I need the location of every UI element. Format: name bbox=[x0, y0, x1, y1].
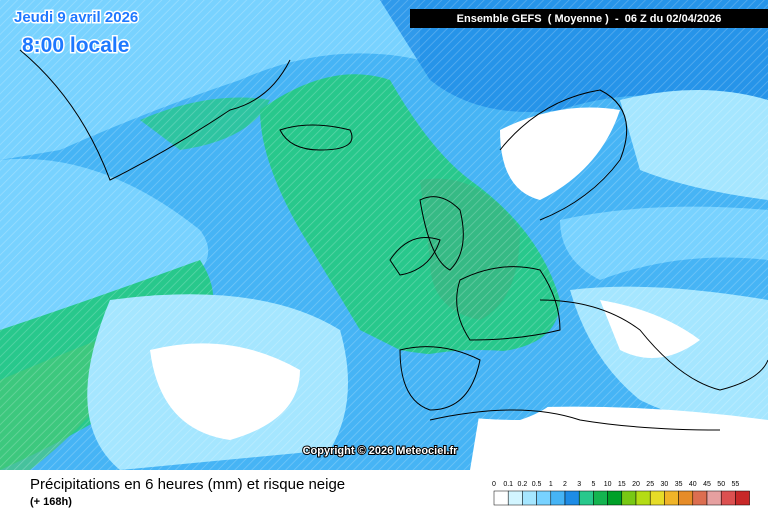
legend-swatch bbox=[635, 490, 651, 506]
legend-swatch bbox=[536, 490, 552, 506]
legend-label: 3 bbox=[577, 481, 581, 488]
run-info: Ensemble GEFS ( Moyenne ) - 06 Z du 02/0… bbox=[457, 13, 722, 25]
legend-label: 1 bbox=[549, 481, 553, 488]
legend-swatch bbox=[692, 490, 708, 506]
legend-label: 0 bbox=[492, 481, 496, 488]
legend-label: 15 bbox=[618, 481, 626, 488]
copyright: Copyright © 2026 Meteociel.fr bbox=[303, 445, 459, 457]
date: Jeudi 9 avril 2026 bbox=[14, 9, 138, 26]
legend-swatch bbox=[621, 490, 637, 506]
legend-swatch bbox=[706, 490, 722, 506]
legend-swatch bbox=[664, 490, 679, 506]
legend-swatch bbox=[607, 490, 623, 506]
legend-swatch bbox=[507, 490, 523, 506]
legend-label: 25 bbox=[646, 481, 654, 488]
lead-time: (+ 168h) bbox=[30, 496, 72, 508]
legend-swatch bbox=[678, 490, 694, 506]
legend-label: 30 bbox=[661, 481, 669, 488]
legend-label: 0.5 bbox=[532, 481, 542, 488]
legend-swatch bbox=[649, 490, 665, 506]
legend-label: 10 bbox=[604, 481, 612, 488]
legend-label: 50 bbox=[717, 481, 725, 488]
legend-swatch bbox=[720, 490, 736, 506]
legend-label: 20 bbox=[632, 481, 640, 488]
legend-swatch bbox=[550, 490, 566, 506]
legend-label: 5 bbox=[591, 481, 595, 488]
legend-label: 55 bbox=[732, 481, 740, 488]
legend: 0 0.1 0.2 0.5 1 2 3 5 10 15 20 25 30 35 40 45 50 55 bbox=[492, 481, 750, 506]
legend-label: 0.1 bbox=[503, 481, 513, 488]
precipitation-field bbox=[0, 0, 768, 470]
legend-swatch bbox=[522, 490, 537, 506]
legend-swatch bbox=[493, 490, 509, 506]
legend-label: 35 bbox=[675, 481, 683, 488]
legend-swatch bbox=[564, 490, 580, 506]
legend-swatch bbox=[593, 490, 608, 506]
legend-swatch bbox=[578, 490, 594, 506]
legend-label: 40 bbox=[689, 481, 697, 488]
legend-label: 0.2 bbox=[518, 481, 528, 488]
time: 8:00 locale bbox=[22, 34, 129, 57]
run-banner bbox=[410, 9, 768, 28]
legend-label: 45 bbox=[703, 481, 711, 488]
legend-label: 2 bbox=[563, 481, 567, 488]
coastlines bbox=[19, 49, 768, 431]
legend-swatch bbox=[735, 490, 750, 506]
footer-title: Précipitations en 6 heures (mm) et risqu… bbox=[30, 476, 345, 493]
